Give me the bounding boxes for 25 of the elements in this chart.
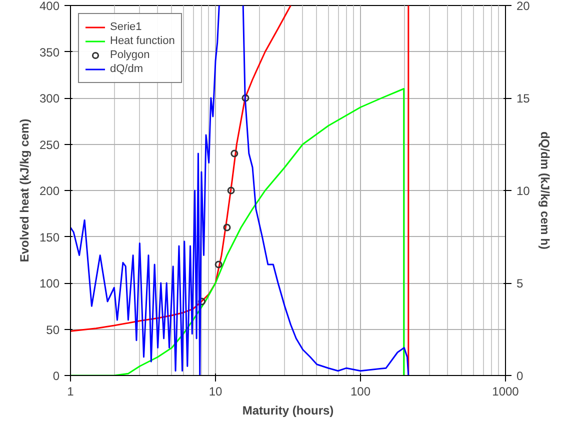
y-tick-label: 150 — [39, 230, 60, 244]
y2-tick-label: 20 — [516, 0, 530, 13]
x-tick-label: 1 — [67, 384, 74, 398]
x-tick-label: 1000 — [492, 384, 520, 398]
y2-axis-title: dQ/dm (kJ/kg cem h) — [538, 131, 552, 250]
y-tick-label: 250 — [39, 138, 60, 152]
y2-tick-label: 5 — [516, 276, 524, 290]
y-tick-label: 400 — [39, 0, 60, 13]
y2-tick-label: 10 — [516, 184, 530, 198]
legend-label: Serie1 — [110, 20, 142, 34]
y-tick-label: 200 — [39, 184, 60, 198]
y-tick-label: 100 — [39, 276, 60, 290]
legend-label: dQ/dm — [110, 62, 144, 76]
y-tick-label: 300 — [39, 92, 60, 106]
y-tick-label: 0 — [52, 369, 60, 383]
y2-tick-label: 0 — [516, 369, 524, 383]
legend-label: Polygon — [110, 48, 150, 62]
y-tick-label: 50 — [46, 322, 60, 337]
y2-tick-label: 15 — [516, 92, 530, 106]
x-tick-label: 10 — [208, 384, 222, 398]
x-tick-label: 100 — [350, 384, 371, 398]
legend-label: Heat function — [110, 34, 175, 48]
x-axis-title: Maturity (hours) — [242, 404, 334, 418]
y-tick-label: 350 — [39, 45, 60, 60]
y-axis-title: Evolved heat (kJ/kg cem) — [17, 118, 32, 262]
